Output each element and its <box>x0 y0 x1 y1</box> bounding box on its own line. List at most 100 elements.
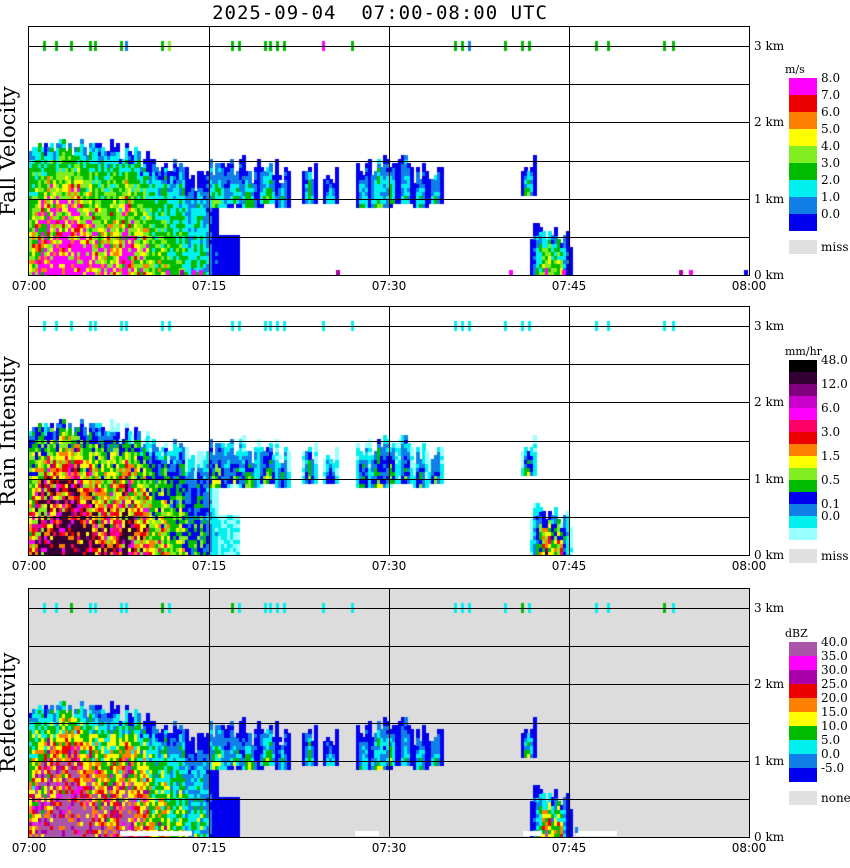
colorbar-tick-label: 5.0 <box>821 733 841 747</box>
colorbar-missing-label: miss <box>821 240 849 254</box>
y-axis-tick-label: 3 km <box>754 39 785 54</box>
panel-label-rain-intensity: Rain Intensity <box>0 356 20 506</box>
gridline-vertical <box>569 589 570 837</box>
colorbar-tick-label: 0.0 <box>821 747 841 761</box>
x-axis-tick-label: 08:00 <box>731 841 767 855</box>
colorbar-band: 5.0 <box>789 122 840 146</box>
fall-velocity-gridlines <box>29 27 749 275</box>
colorbar-tick-label: 6.0 <box>821 401 841 415</box>
colorbar-tick-label: 1.5 <box>821 449 841 463</box>
panel-rain-intensity <box>28 306 750 556</box>
x-axis-tick-label: 07:15 <box>191 279 227 293</box>
colorbar-missing-label: miss <box>821 549 849 563</box>
colorbar-band: 20.0 <box>789 691 848 712</box>
y-axis-tick-label: 3 km <box>754 601 785 616</box>
y-axis-tick-label: 3 km <box>754 319 785 334</box>
colorbar-tick-label: 3.0 <box>821 156 841 170</box>
colorbar-band: 35.0 <box>789 649 848 670</box>
y-axis-tick-label: 2 km <box>754 395 785 410</box>
gridline-vertical <box>389 589 390 837</box>
rain-intensity-gridlines <box>29 307 749 555</box>
colorbar-tick-label: 1.0 <box>821 190 841 204</box>
colorbar-band: 12.0 <box>789 377 848 396</box>
colorbar-band <box>789 396 817 408</box>
x-axis-tick-label: 07:45 <box>551 841 587 855</box>
colorbar-unit-label: mm/hr <box>785 345 822 358</box>
gridline-vertical <box>569 307 570 555</box>
colorbar-rain-intensity: mm/hr 48.0 12.0 6.0 3.0 1.5 0.5 0.1 0.0 miss <box>785 345 849 563</box>
x-axis-tick-label: 07:00 <box>11 279 47 293</box>
colorbar-band: 40.0 <box>789 635 848 656</box>
gridline-vertical <box>209 27 210 275</box>
colorbar-tick-label: 7.0 <box>821 88 841 102</box>
colorbar-band: 6.0 <box>789 401 840 420</box>
colorbar-band: 0.0 <box>789 747 840 768</box>
colorbar-band: 4.0 <box>789 139 840 163</box>
x-axis-tick-label: 07:15 <box>191 559 227 573</box>
colorbar-missing-label: none <box>821 791 850 805</box>
colorbar-tick-label: 48.0 <box>821 353 848 367</box>
colorbar-tick-label: 3.0 <box>821 425 841 439</box>
x-axis-tick-label: 07:45 <box>551 559 587 573</box>
colorbar-band <box>789 420 817 432</box>
gridline-vertical <box>389 27 390 275</box>
colorbar-band: 1.0 <box>789 190 840 214</box>
colorbar-tick-label: 35.0 <box>821 649 848 663</box>
colorbar-missing-swatch: none <box>789 791 850 805</box>
colorbar-tick-label: 0.0 <box>821 509 841 523</box>
colorbar-band: 3.0 <box>789 425 840 444</box>
panel-label-fall-velocity: Fall Velocity <box>0 86 20 216</box>
colorbar-tick-label: 0.0 <box>821 207 841 221</box>
colorbar-band: 15.0 <box>789 705 848 726</box>
gridline-vertical <box>569 27 570 275</box>
colorbar-missing-swatch: miss <box>789 240 849 254</box>
x-axis-tick-label: 07:30 <box>371 559 407 573</box>
colorbar-band <box>789 468 817 480</box>
colorbar-band: 5.0 <box>789 733 840 754</box>
x-axis-tick-label: 07:30 <box>371 841 407 855</box>
y-axis-tick-label: 0 km <box>754 830 785 844</box>
colorbar-tick-label: 0.5 <box>821 473 841 487</box>
x-axis-tick-label: 07:45 <box>551 279 587 293</box>
colorbar-tick-label: 4.0 <box>821 139 841 153</box>
x-axis-tick-label: 07:00 <box>11 559 47 573</box>
colorbar-band: 2.0 <box>789 173 840 197</box>
y-axis-tick-label: 2 km <box>754 115 785 130</box>
y-axis-tick-label: 2 km <box>754 677 785 692</box>
colorbar-tick-label: 5.0 <box>821 122 841 136</box>
colorbar-tick-label: 0.1 <box>821 497 841 511</box>
colorbar-band: 6.0 <box>789 105 840 129</box>
colorbar-band: 0.5 <box>789 473 840 492</box>
x-axis-tick-label: 07:00 <box>11 841 47 855</box>
y-axis-tick-label: 0 km <box>754 268 785 282</box>
colorbar-unit-label: dBZ <box>785 627 808 640</box>
colorbar-band <box>789 444 817 456</box>
gridline-vertical <box>209 589 210 837</box>
panel-fall-velocity <box>28 26 750 276</box>
colorbar-fall-velocity: m/s 8.0 7.0 6.0 5.0 4.0 3.0 2.0 1.0 0.0 miss <box>785 63 849 254</box>
y-axis-tick-label: 1 km <box>754 191 785 206</box>
colorbar-band: 0.0 <box>789 207 840 231</box>
colorbar-band: 1.5 <box>789 449 840 468</box>
colorbar-band: 0.0 <box>789 509 840 528</box>
colorbar-band <box>789 372 817 384</box>
colorbar-band: 3.0 <box>789 156 840 180</box>
y-axis-tick-label: 1 km <box>754 471 785 486</box>
colorbar-tick-label: 12.0 <box>821 377 848 391</box>
colorbar-missing-swatch: miss <box>789 549 849 563</box>
colorbar-tick-label: 30.0 <box>821 663 848 677</box>
colorbar-tick-label: 40.0 <box>821 635 848 649</box>
y-axis-tick-label: 0 km <box>754 548 785 562</box>
panel-reflectivity <box>28 588 750 838</box>
colorbar-band: 25.0 <box>789 677 848 698</box>
colorbar-tick-label: 20.0 <box>821 691 848 705</box>
colorbar-tick-label: 2.0 <box>821 173 841 187</box>
colorbar-band: 48.0 <box>789 353 848 372</box>
colorbar-tick-label: 15.0 <box>821 705 848 719</box>
colorbar-band: -5.0 <box>789 761 844 782</box>
x-axis-tick-label: 07:15 <box>191 841 227 855</box>
colorbar-band: 8.0 <box>789 71 840 95</box>
page-title: 2025-09-04 07:00-08:00 UTC <box>212 2 548 24</box>
colorbar-unit-label: m/s <box>785 63 805 76</box>
gridline-vertical <box>209 307 210 555</box>
